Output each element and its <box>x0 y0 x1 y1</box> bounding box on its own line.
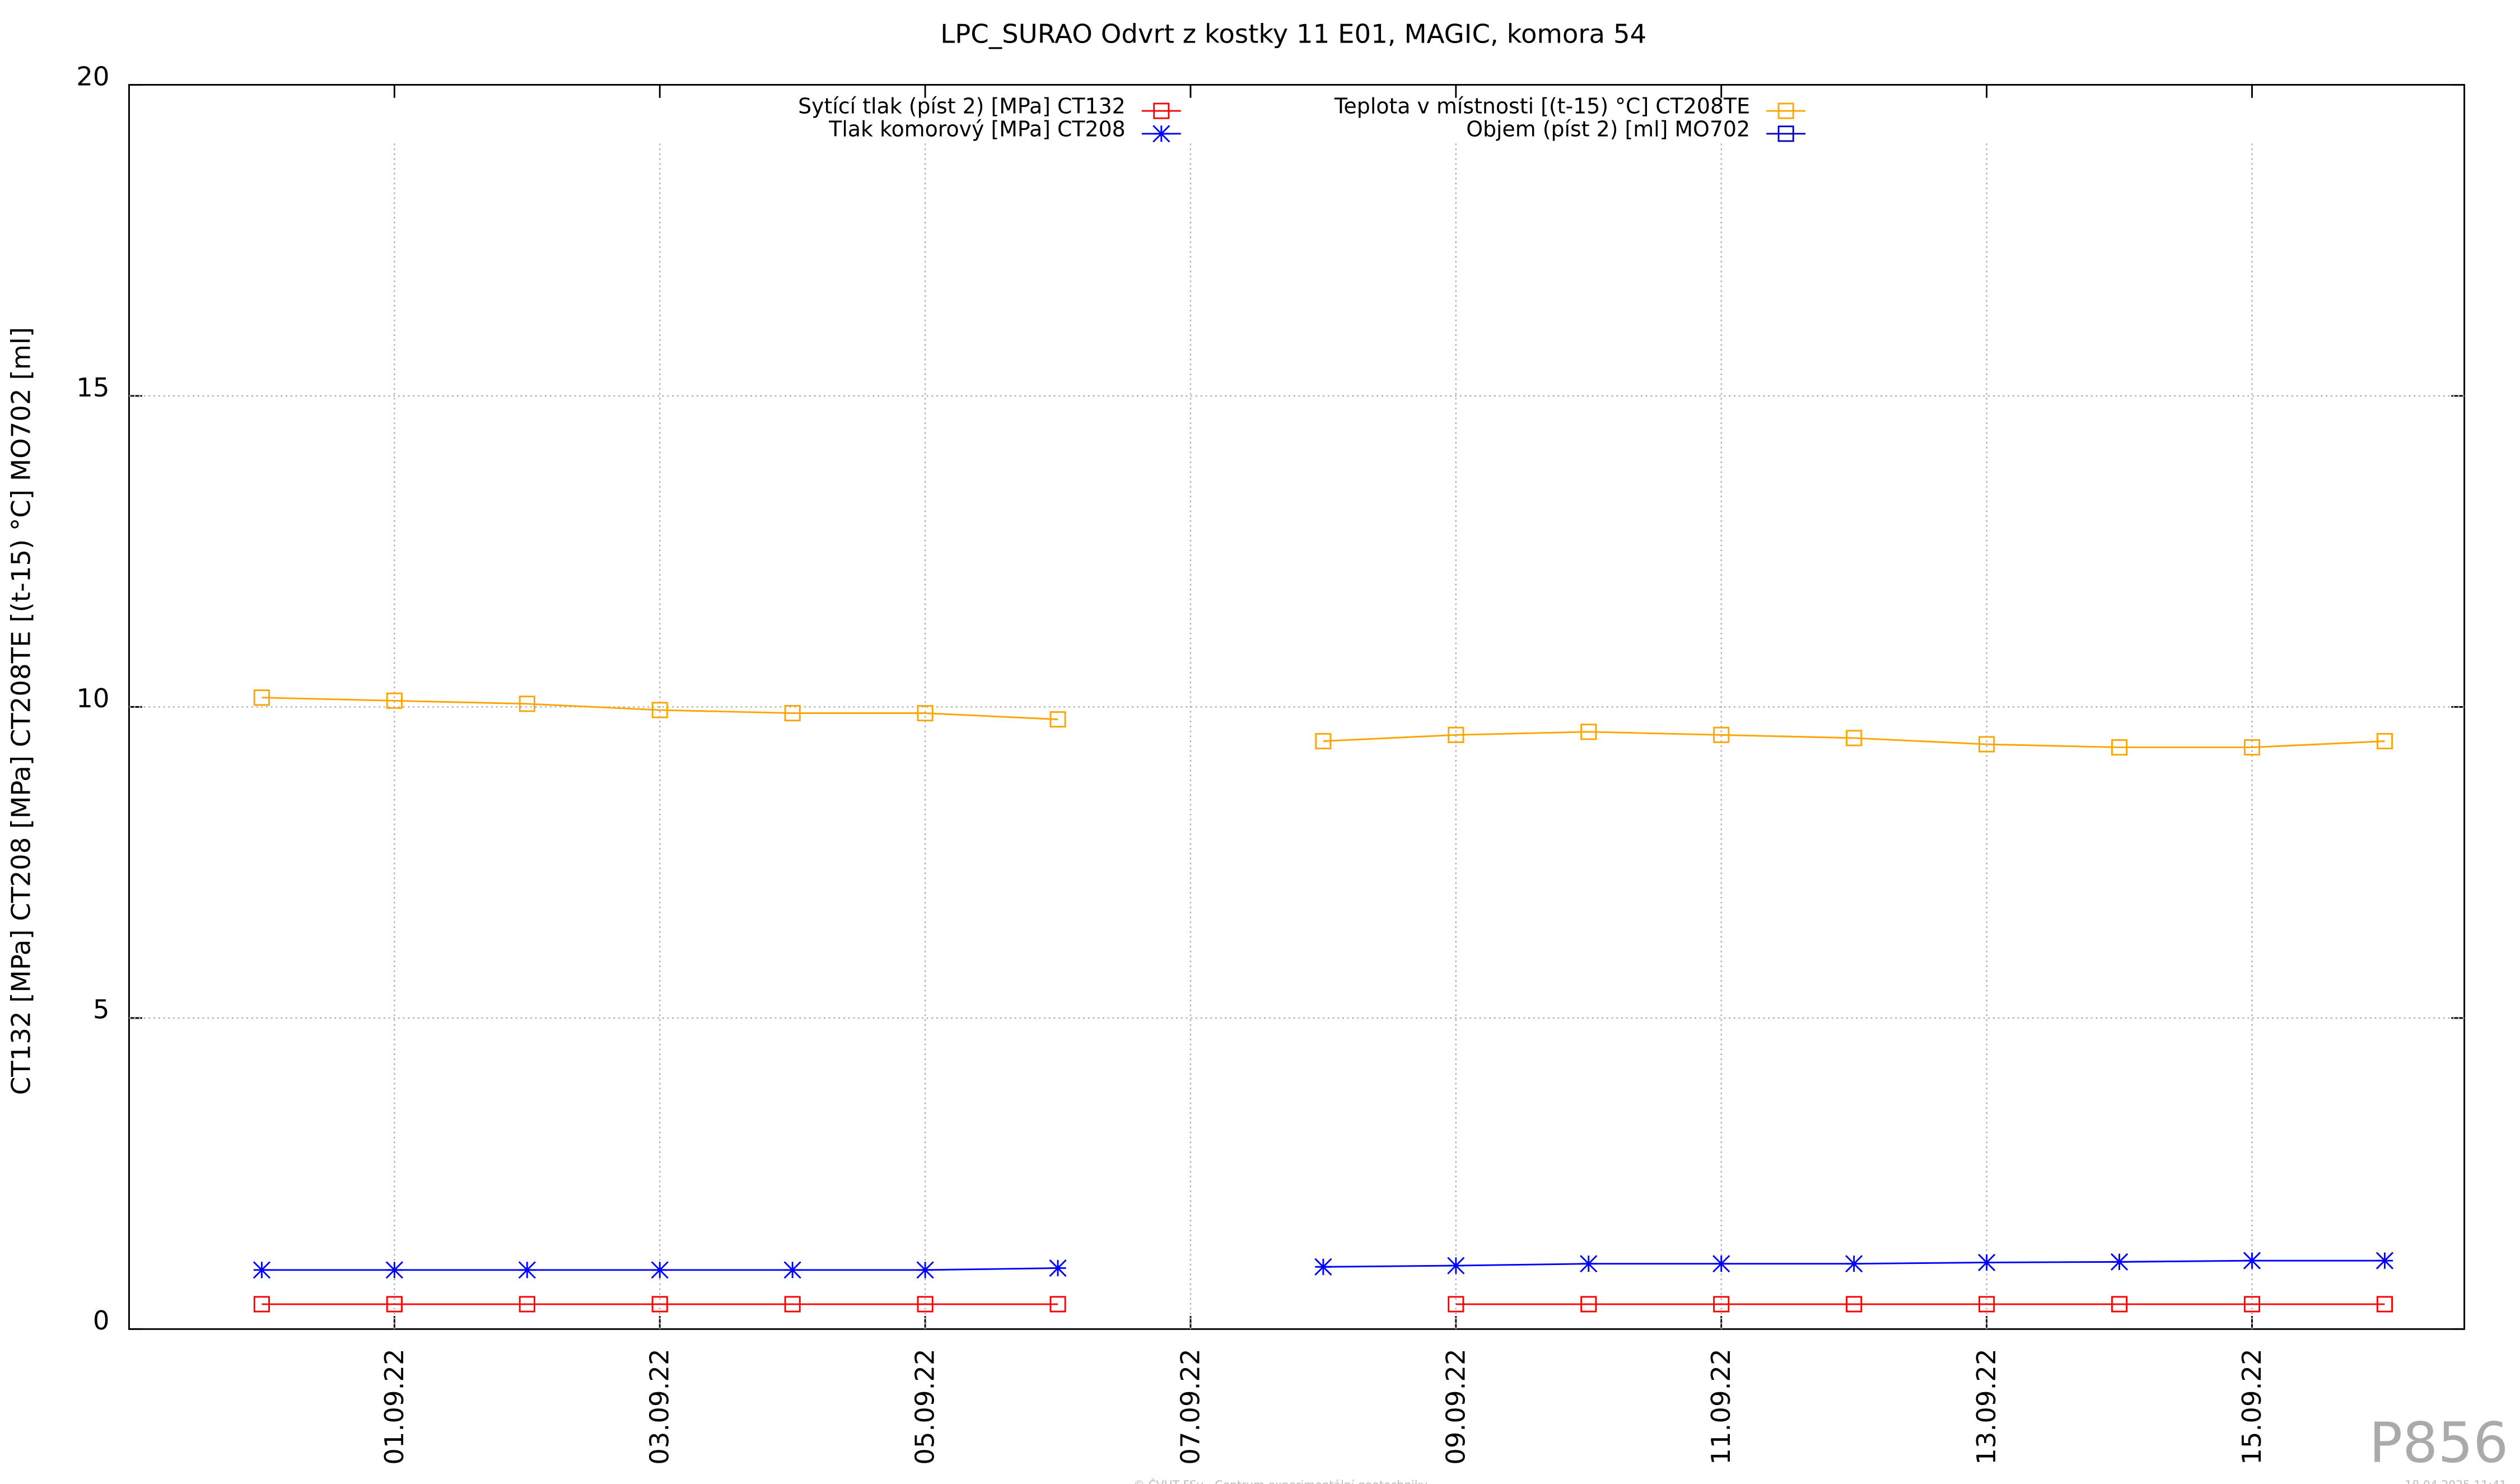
legend-marker <box>1153 102 1170 119</box>
marker <box>916 1261 934 1279</box>
marker <box>1713 726 1730 743</box>
marker <box>917 1296 934 1313</box>
marker <box>1049 1259 1067 1277</box>
marker <box>784 704 801 722</box>
marker <box>1447 1257 1465 1275</box>
x-tick-label: 01.09.22 <box>379 1348 409 1464</box>
y-axis-label: CT132 [MPa] CT208 [MPa] CT208TE [(t-15) … <box>6 327 36 1095</box>
marker <box>518 1261 536 1279</box>
marker <box>2110 1253 2129 1271</box>
marker <box>1978 1296 1995 1313</box>
marker <box>2111 739 2128 756</box>
marker <box>1580 724 1597 740</box>
marker <box>519 696 535 712</box>
marker <box>1580 1296 1597 1313</box>
marker <box>1448 726 1464 743</box>
marker <box>2376 1252 2393 1270</box>
legend-label: Tlak komorový [MPa] CT208 <box>828 116 1126 141</box>
x-tick-label: 11.09.22 <box>1706 1348 1736 1464</box>
marker <box>2243 739 2261 756</box>
legend-marker <box>1777 125 1794 142</box>
marker <box>1448 1296 1464 1313</box>
y-tick-label: 10 <box>76 683 109 713</box>
marker <box>1978 1253 1996 1272</box>
marker <box>253 1261 270 1279</box>
marker <box>386 1296 403 1313</box>
chart-title: LPC_SURAO Odvrt z kostky 11 E01, MAGIC, … <box>940 19 1646 49</box>
marker <box>253 689 270 706</box>
marker <box>2243 1296 2261 1313</box>
marker <box>519 1296 535 1313</box>
marker <box>1713 1296 1730 1313</box>
marker <box>2243 1252 2261 1270</box>
marker <box>1846 730 1863 746</box>
footer: © ČVUT FSv - Centrum experimentální geot… <box>1133 1478 1427 1484</box>
marker <box>1314 1258 1332 1276</box>
series-line <box>262 697 2385 749</box>
marker <box>1315 732 1332 750</box>
marker <box>1846 1296 1863 1313</box>
marker <box>2376 732 2393 750</box>
marker <box>253 1296 270 1313</box>
marker <box>1580 1255 1598 1273</box>
marker <box>2376 1296 2393 1313</box>
x-tick-label: 05.09.22 <box>910 1348 940 1464</box>
marker <box>1049 1296 1066 1313</box>
marker <box>651 702 668 718</box>
marker <box>783 1261 801 1279</box>
marker <box>1845 1255 1863 1273</box>
legend-label: Sytící tlak (píst 2) [MPa] CT132 <box>798 94 1126 119</box>
plot-frame <box>128 83 2466 1330</box>
x-tick-label: 03.09.22 <box>645 1348 675 1464</box>
marker <box>917 704 934 722</box>
legend-label: Objem (píst 2) [ml] MO702 <box>1466 116 1750 141</box>
marker <box>385 1261 403 1279</box>
marker <box>2111 1296 2128 1313</box>
watermark: P856 <box>2369 1411 2509 1475</box>
x-tick-label: 09.09.22 <box>1440 1348 1471 1464</box>
y-tick-label: 20 <box>76 61 109 91</box>
legend-marker <box>1152 125 1170 143</box>
x-tick-label: 07.09.22 <box>1175 1348 1205 1464</box>
timestamp: 18.04.2025 11:41 <box>2405 1478 2507 1484</box>
marker <box>1049 711 1066 728</box>
legend-marker <box>1777 102 1794 119</box>
marker <box>1712 1255 1730 1273</box>
legend-label: Teplota v místnosti [(t-15) °C] CT208TE <box>1334 94 1750 119</box>
marker <box>1978 736 1995 753</box>
x-tick-label: 15.09.22 <box>2237 1348 2267 1464</box>
marker <box>784 1296 801 1313</box>
marker <box>651 1261 669 1279</box>
x-tick-label: 13.09.22 <box>1971 1348 2001 1464</box>
marker <box>386 692 403 709</box>
marker <box>651 1296 668 1313</box>
y-tick-label: 5 <box>93 995 110 1025</box>
y-tick-label: 0 <box>93 1305 110 1336</box>
y-tick-label: 15 <box>76 372 109 403</box>
